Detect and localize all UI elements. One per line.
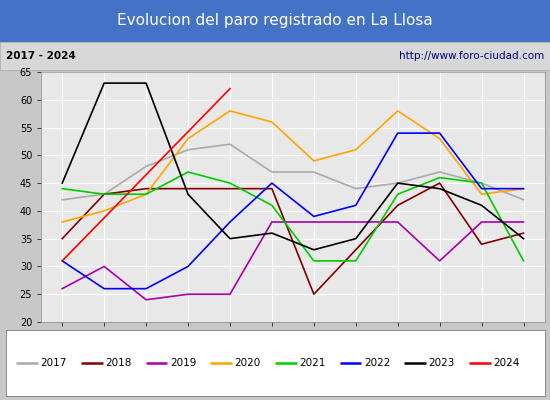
Text: 2024: 2024 — [493, 358, 520, 368]
Text: 2023: 2023 — [428, 358, 455, 368]
Text: Evolucion del paro registrado en La Llosa: Evolucion del paro registrado en La Llos… — [117, 14, 433, 28]
Text: http://www.foro-ciudad.com: http://www.foro-ciudad.com — [399, 51, 544, 61]
Text: 2022: 2022 — [364, 358, 390, 368]
Text: 2017: 2017 — [41, 358, 67, 368]
Text: 2017 - 2024: 2017 - 2024 — [6, 51, 75, 61]
Text: 2018: 2018 — [105, 358, 131, 368]
Text: 2019: 2019 — [170, 358, 196, 368]
Text: 2020: 2020 — [234, 358, 261, 368]
Text: 2021: 2021 — [299, 358, 326, 368]
